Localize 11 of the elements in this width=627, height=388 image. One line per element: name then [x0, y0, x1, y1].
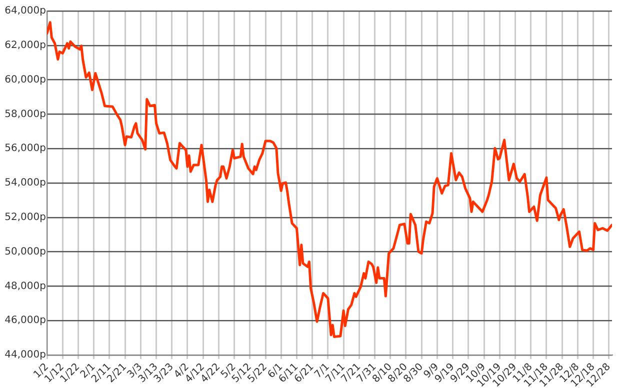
y-tick-label: 60,000p — [4, 74, 46, 86]
y-tick-label: 52,000p — [4, 212, 46, 223]
y-tick-label: 54,000p — [4, 178, 46, 189]
y-tick-label: 50,000p — [4, 246, 46, 258]
y-tick-label: 44,000p — [4, 350, 46, 361]
y-tick-label: 46,000p — [4, 315, 46, 326]
y-tick-label: 64,000p — [4, 6, 46, 17]
y-tick-label: 62,000p — [4, 40, 46, 51]
y-tick-label: 58,000p — [4, 108, 46, 120]
y-tick-label: 56,000p — [4, 143, 46, 154]
y-tick-label: 48,000p — [4, 280, 46, 292]
